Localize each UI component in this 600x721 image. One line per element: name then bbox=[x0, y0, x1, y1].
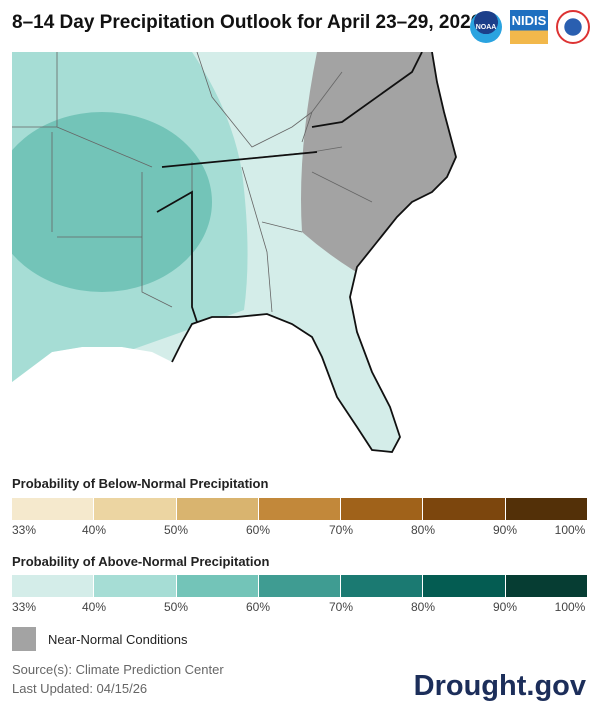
below-swatch-50 bbox=[176, 498, 259, 520]
below-swatch-80 bbox=[423, 498, 506, 520]
above-swatch-90 bbox=[505, 575, 588, 597]
map-title: 8–14 Day Precipitation Outlook for April… bbox=[12, 12, 482, 33]
last-updated: Last Updated: 04/15/26 bbox=[12, 681, 148, 696]
above-swatch-60 bbox=[258, 575, 342, 597]
above-swatch-40 bbox=[94, 575, 177, 597]
above-swatch-33 bbox=[12, 575, 95, 597]
nws-logo[interactable] bbox=[556, 10, 590, 44]
tick: 100% bbox=[554, 523, 586, 537]
legend-above-ticks: 33% 40% 50% 60% 70% 80% 90% 100% bbox=[12, 600, 588, 616]
tick: 40% bbox=[81, 523, 107, 537]
tick: 40% bbox=[81, 600, 107, 614]
logos: NOAA NIDIS bbox=[470, 10, 590, 44]
tick: 70% bbox=[328, 600, 354, 614]
region-border bbox=[156, 151, 318, 323]
tick: 60% bbox=[245, 600, 271, 614]
tick: 70% bbox=[328, 523, 354, 537]
legend-above-title: Probability of Above-Normal Precipitatio… bbox=[12, 554, 270, 569]
below-swatch-40 bbox=[94, 498, 177, 520]
tick: 90% bbox=[492, 600, 518, 614]
tick: 33% bbox=[11, 523, 37, 537]
nidis-logo-text: NIDIS bbox=[511, 13, 547, 28]
below-swatch-70 bbox=[341, 498, 424, 520]
tick: 50% bbox=[163, 523, 189, 537]
above-50-60-region bbox=[12, 112, 212, 292]
noaa-logo-text: NOAA bbox=[475, 23, 497, 31]
below-swatch-33 bbox=[12, 498, 95, 520]
below-swatch-90 bbox=[505, 498, 588, 520]
coastline bbox=[171, 52, 457, 453]
nidis-logo[interactable]: NIDIS bbox=[510, 10, 548, 44]
tick: 50% bbox=[163, 600, 189, 614]
legend-above-bar bbox=[12, 575, 588, 597]
tick: 60% bbox=[245, 523, 271, 537]
below-swatch-60 bbox=[258, 498, 342, 520]
tick: 33% bbox=[11, 600, 37, 614]
above-swatch-70 bbox=[341, 575, 424, 597]
legend-below-title: Probability of Below-Normal Precipitatio… bbox=[12, 476, 269, 491]
above-swatch-50 bbox=[176, 575, 259, 597]
tick: 80% bbox=[410, 523, 436, 537]
above-swatch-80 bbox=[423, 575, 506, 597]
outlook-map bbox=[12, 52, 588, 453]
near-normal-swatch bbox=[12, 627, 36, 651]
drought-gov-logo[interactable]: Drought.gov bbox=[413, 670, 586, 702]
tick: 100% bbox=[554, 600, 586, 614]
tick: 80% bbox=[410, 600, 436, 614]
legend-below-ticks: 33% 40% 50% 60% 70% 80% 90% 100% bbox=[12, 523, 588, 539]
near-normal-label: Near-Normal Conditions bbox=[48, 632, 188, 647]
legend-below-bar bbox=[12, 498, 588, 520]
source-text: Source(s): Climate Prediction Center bbox=[12, 662, 224, 677]
tick: 90% bbox=[492, 523, 518, 537]
noaa-logo[interactable]: NOAA bbox=[470, 11, 502, 43]
